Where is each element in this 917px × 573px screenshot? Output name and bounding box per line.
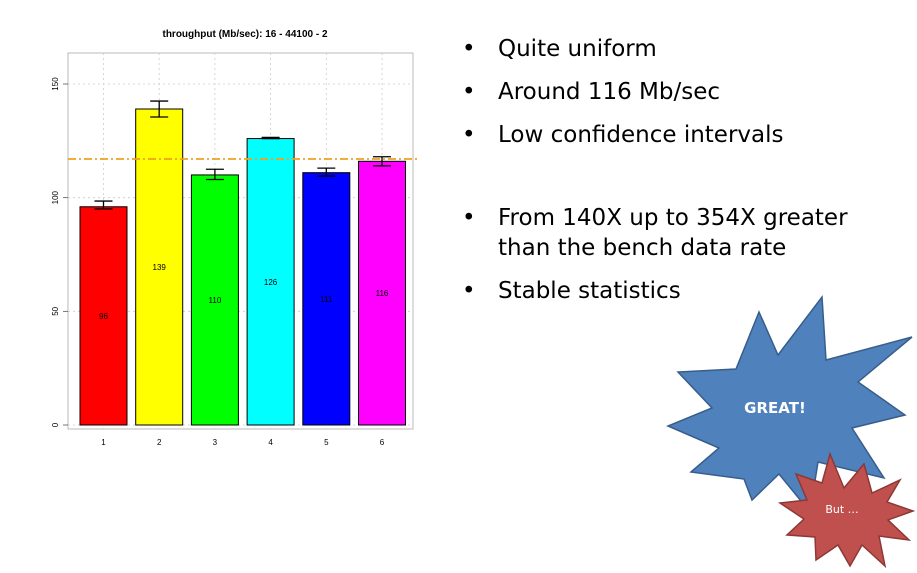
bullet-item: Low confidence intervals	[462, 120, 882, 150]
great-burst-shape	[666, 294, 913, 514]
bar	[302, 172, 351, 426]
y-tick-label: 0	[51, 422, 60, 427]
bullet-item: From 140X up to 354X greater than the be…	[462, 203, 882, 263]
bar	[135, 108, 184, 426]
data-label: 110	[209, 296, 222, 305]
x-tick-label: 3	[213, 438, 218, 447]
bar	[246, 138, 295, 426]
data-label: 96	[99, 312, 108, 321]
x-tick-label: 4	[268, 438, 273, 447]
data-label: 139	[153, 263, 167, 272]
but-burst-shape	[777, 451, 916, 569]
bar-chart: throughput (Mb/sec): 16 - 44100 - 2 9613…	[51, 29, 418, 447]
data-label: 111	[320, 295, 333, 304]
chart-title: throughput (Mb/sec): 16 - 44100 - 2	[162, 29, 327, 40]
bullet-item: Around 116 Mb/sec	[462, 77, 882, 107]
bullet-item: Quite uniform	[462, 34, 882, 64]
bullet-item: Stable statistics	[462, 276, 882, 306]
but-starburst: But …	[777, 451, 916, 569]
x-tick-label: 1	[101, 438, 106, 447]
y-tick-label: 50	[51, 306, 60, 315]
bullet-list: Quite uniform Around 116 Mb/sec Low conf…	[462, 34, 882, 319]
y-tick-label: 100	[51, 190, 60, 204]
great-starburst: GREAT!	[666, 294, 913, 514]
great-label: GREAT!	[744, 399, 806, 417]
bar	[79, 206, 128, 426]
x-tick-label: 5	[324, 438, 329, 447]
but-label: But …	[825, 503, 858, 516]
x-tick-label: 2	[157, 438, 162, 447]
y-tick-label: 150	[51, 77, 60, 91]
data-label: 116	[376, 289, 389, 298]
x-tick-label: 6	[380, 438, 385, 447]
data-label: 126	[264, 278, 278, 287]
